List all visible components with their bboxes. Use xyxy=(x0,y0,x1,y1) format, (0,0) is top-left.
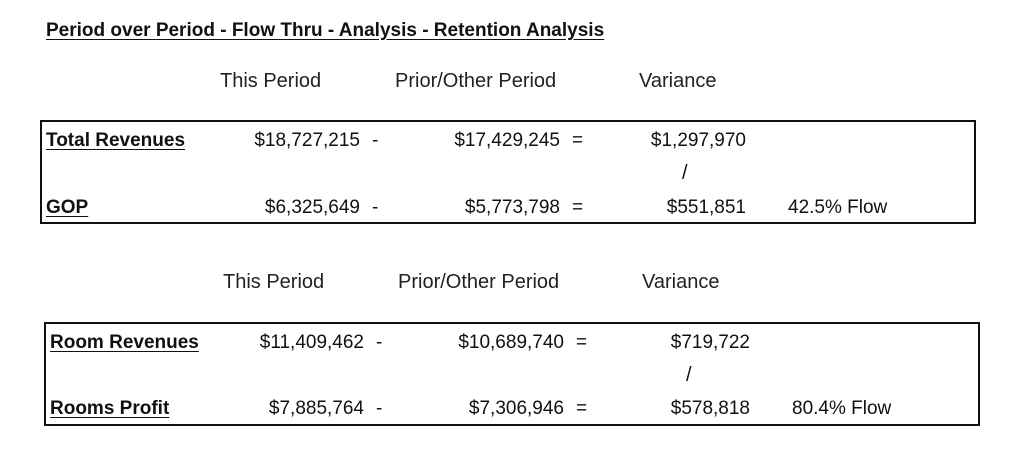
header-prior-period: Prior/Other Period xyxy=(398,271,560,293)
flow-percentage: 80.4% Flow xyxy=(792,398,892,419)
prior-period-value: $10,689,740 xyxy=(458,332,564,353)
divider-slash: / xyxy=(682,162,688,184)
row-label-rooms-profit: Rooms Profit xyxy=(50,398,170,419)
page-title: Period over Period - Flow Thru - Analysi… xyxy=(46,20,605,41)
header-this-period: This Period xyxy=(220,70,322,92)
row-label-room-revenues: Room Revenues xyxy=(50,332,199,353)
this-period-value: $7,885,764 xyxy=(268,398,364,419)
header-variance: Variance xyxy=(642,271,720,293)
retention-box-total xyxy=(40,120,976,224)
equals-sign: = xyxy=(572,130,584,151)
minus-sign: - xyxy=(372,197,379,218)
retention-box-rooms xyxy=(44,322,980,426)
variance-value: $719,722 xyxy=(670,332,750,353)
variance-value: $1,297,970 xyxy=(650,130,746,151)
row-label-total-revenues: Total Revenues xyxy=(46,130,186,151)
variance-value: $551,851 xyxy=(666,197,746,218)
prior-period-value: $17,429,245 xyxy=(454,130,560,151)
equals-sign: = xyxy=(576,332,588,353)
header-this-period: This Period xyxy=(223,271,325,293)
equals-sign: = xyxy=(576,398,588,419)
header-prior-period: Prior/Other Period xyxy=(395,70,557,92)
header-variance: Variance xyxy=(639,70,717,92)
this-period-value: $11,409,462 xyxy=(259,332,364,353)
row-label-gop: GOP xyxy=(46,197,89,218)
minus-sign: - xyxy=(372,130,379,151)
divider-slash: / xyxy=(686,364,692,386)
variance-value: $578,818 xyxy=(670,398,750,419)
this-period-value: $6,325,649 xyxy=(264,197,360,218)
prior-period-value: $7,306,946 xyxy=(468,398,564,419)
minus-sign: - xyxy=(376,332,383,353)
this-period-value: $18,727,215 xyxy=(254,130,360,151)
equals-sign: = xyxy=(572,197,584,218)
prior-period-value: $5,773,798 xyxy=(464,197,560,218)
minus-sign: - xyxy=(376,398,383,419)
flow-percentage: 42.5% Flow xyxy=(788,197,888,218)
